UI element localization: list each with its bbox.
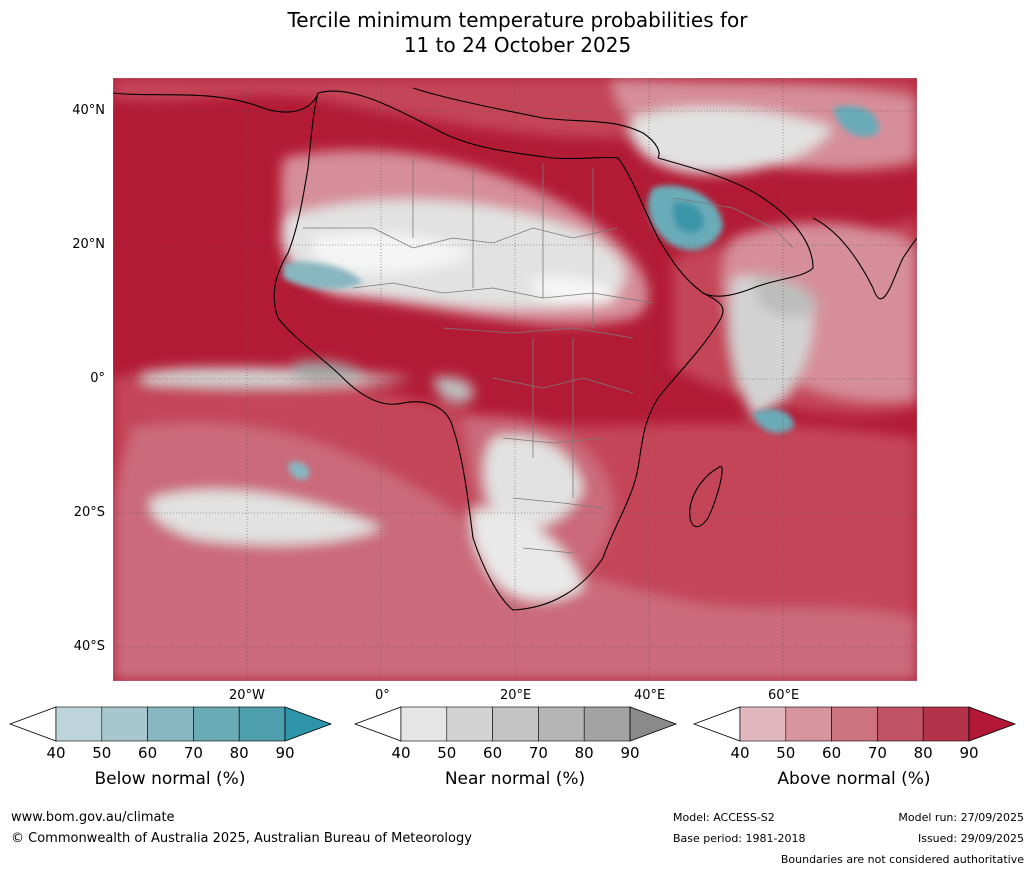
colorbar-above-normal — [692, 706, 1017, 742]
colorbar-below-normal-svg — [8, 706, 333, 742]
near-normal-tick-90: 90 — [620, 744, 640, 762]
colorbar-near-normal — [353, 706, 678, 742]
title-line-1: Tercile minimum temperature probabilitie… — [287, 8, 748, 32]
below-normal-segment-4 — [238, 706, 286, 742]
near-normal-segment-3 — [538, 706, 585, 742]
model-run-text: Model run: 27/09/2025 — [898, 811, 1024, 824]
above-normal-segment-2 — [831, 706, 878, 742]
above-normal-tick-70: 70 — [867, 744, 887, 762]
below-normal-tick-50: 50 — [92, 744, 112, 762]
above-normal-segment-3 — [877, 706, 924, 742]
chart-title: Tercile minimum temperature probabilitie… — [0, 8, 1035, 58]
near-normal-segment-1 — [446, 706, 493, 742]
map-canvas — [113, 78, 917, 681]
lat-label-20s: 20°S — [73, 505, 105, 520]
colorbar-near-label: Near normal (%) — [444, 769, 586, 789]
lat-label-0: 0° — [90, 371, 105, 386]
below-normal-tick-60: 60 — [138, 744, 158, 762]
copyright-text: © Commonwealth of Australia 2025, Austra… — [11, 831, 472, 846]
below-normal-tick-80: 80 — [229, 744, 249, 762]
lon-label-20e: 20°E — [500, 688, 532, 703]
lon-label-20w: 20°W — [229, 688, 265, 703]
colorbar-near-normal-svg — [353, 706, 678, 742]
lon-label-0: 0° — [375, 688, 390, 703]
model-text: Model: ACCESS-S2 — [673, 811, 775, 824]
above-normal-tick-40: 40 — [730, 744, 750, 762]
above-normal-tick-80: 80 — [913, 744, 933, 762]
below-normal-segment-0 — [55, 706, 103, 742]
issued-text: Issued: 29/09/2025 — [917, 832, 1024, 845]
base-period-text: Base period: 1981-2018 — [673, 832, 806, 845]
above-normal-tick-60: 60 — [822, 744, 842, 762]
above-normal-extend-high — [968, 706, 1017, 742]
below-normal-tick-70: 70 — [183, 744, 203, 762]
colorbar-above-normal-svg — [692, 706, 1017, 742]
near-normal-tick-60: 60 — [483, 744, 503, 762]
lat-label-40n: 40°N — [72, 103, 105, 118]
above-normal-segment-1 — [785, 706, 832, 742]
below-normal-tick-90: 90 — [275, 744, 295, 762]
below-normal-segment-3 — [193, 706, 240, 742]
below-normal-extend-high — [284, 706, 333, 742]
above-normal-tick-50: 50 — [776, 744, 796, 762]
probability-fields — [113, 78, 917, 681]
website-link[interactable]: www.bom.gov.au/climate — [11, 810, 175, 825]
near-normal-tick-50: 50 — [437, 744, 457, 762]
above-normal-tick-90: 90 — [959, 744, 979, 762]
coastlines — [113, 87, 917, 611]
near-normal-tick-70: 70 — [528, 744, 548, 762]
near-normal-tick-40: 40 — [391, 744, 411, 762]
lat-label-40s: 40°S — [73, 639, 105, 654]
lon-label-60e: 60°E — [768, 688, 800, 703]
below-normal-extend-low — [8, 706, 57, 742]
near-normal-segment-0 — [400, 706, 448, 742]
above-normal-extend-low — [692, 706, 741, 742]
near-normal-segment-2 — [492, 706, 539, 742]
lat-label-20n: 20°N — [72, 237, 105, 252]
near-normal-extend-low — [353, 706, 402, 742]
near-normal-tick-80: 80 — [574, 744, 594, 762]
probability-map — [113, 78, 917, 681]
graticule — [113, 78, 917, 681]
below-normal-segment-1 — [101, 706, 148, 742]
near-normal-segment-4 — [583, 706, 631, 742]
title-line-2: 11 to 24 October 2025 — [403, 33, 632, 57]
lon-label-40e: 40°E — [634, 688, 666, 703]
above-normal-segment-4 — [922, 706, 970, 742]
colorbar-below-normal — [8, 706, 333, 742]
near-normal-extend-high — [629, 706, 678, 742]
below-normal-segment-2 — [147, 706, 194, 742]
below-normal-patches — [283, 105, 879, 480]
colorbar-above-label: Above normal (%) — [777, 769, 931, 789]
below-normal-tick-40: 40 — [46, 744, 66, 762]
colorbar-below-label: Below normal (%) — [94, 769, 246, 789]
country-borders — [303, 158, 794, 554]
disclaimer-text: Boundaries are not considered authoritat… — [780, 853, 1024, 866]
above-normal-segment-0 — [739, 706, 787, 742]
